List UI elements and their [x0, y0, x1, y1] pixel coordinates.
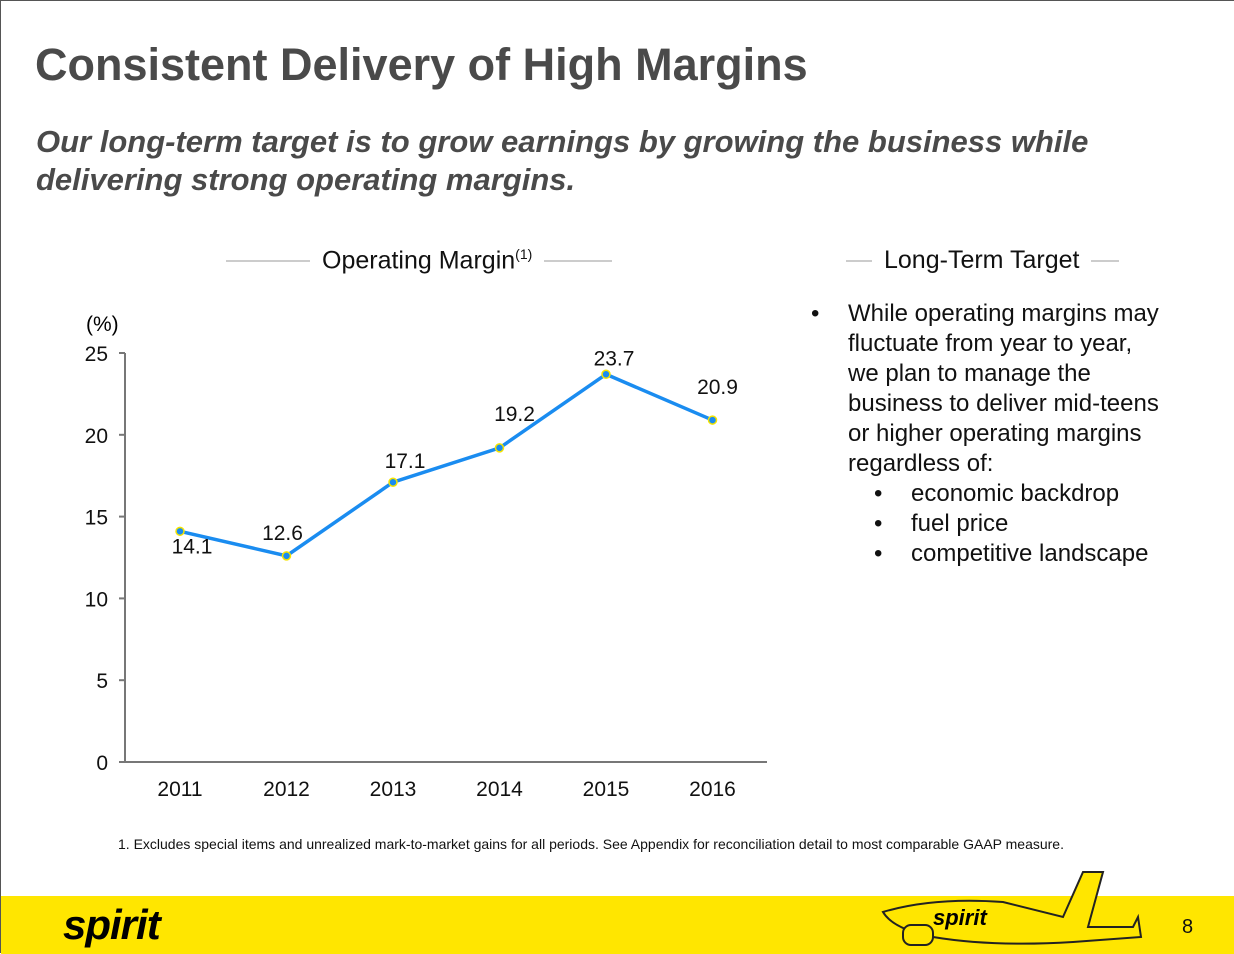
svg-text:spirit: spirit [933, 905, 988, 930]
chart-header: Operating Margin(1) [226, 246, 613, 275]
footnote: 1. Excludes special items and unrealized… [118, 836, 1064, 852]
target-text: While operating margins may fluctuate fr… [848, 300, 1159, 477]
data-label: 19.2 [494, 403, 535, 426]
target-item: economic backdrop [911, 480, 1120, 507]
target-bullets: • While operating margins may fluctuate f… [811, 299, 1168, 569]
y-tick-label: 10 [85, 588, 108, 611]
airplane-icon: spirit [881, 871, 1143, 946]
divider [226, 259, 310, 262]
y-tick-label: 15 [85, 507, 108, 530]
target-header: Long-Term Target [846, 246, 1120, 275]
x-tick-label: 2016 [689, 778, 736, 801]
y-tick-label: 20 [85, 425, 108, 448]
divider [1091, 259, 1120, 262]
x-tick-label: 2015 [583, 778, 630, 801]
data-label: 17.1 [385, 450, 426, 473]
divider [544, 259, 613, 262]
data-point [175, 526, 185, 537]
spirit-logo: spirit [63, 901, 161, 948]
data-label: 12.6 [262, 522, 303, 545]
data-point [707, 415, 718, 425]
footnote-ref: (1) [515, 246, 533, 262]
data-point [281, 551, 292, 561]
data-label: 20.9 [697, 376, 738, 399]
target-item: competitive landscape [911, 540, 1149, 567]
x-tick-label: 2011 [157, 778, 202, 801]
data-point [494, 443, 505, 453]
data-point [388, 477, 398, 487]
data-label: 14.1 [172, 535, 213, 558]
y-tick-label: 5 [96, 670, 108, 693]
target-title: Long-Term Target [884, 246, 1080, 274]
page-subtitle: Our long-term target is to grow earnings… [36, 124, 1089, 197]
x-tick-label: 2012 [263, 778, 310, 801]
page-number: 8 [1182, 916, 1194, 938]
y-axis-label: (%) [86, 313, 119, 336]
series-line [179, 372, 714, 558]
y-tick-label: 25 [85, 343, 108, 366]
target-item: fuel price [911, 510, 1009, 537]
divider [846, 259, 872, 262]
page-title: Consistent Delivery of High Margins [35, 39, 808, 90]
y-tick-label: 0 [96, 752, 108, 775]
operating-margin-chart: (%) 0 5 10 15 20 25 2011 2012 2013 2014 2015 2016 1… [85, 313, 767, 801]
data-point [601, 369, 611, 380]
data-label: 23.7 [594, 347, 635, 370]
x-tick-label: 2014 [476, 778, 523, 801]
chart-title: Operating Margin [322, 246, 516, 275]
x-tick-label: 2013 [370, 778, 417, 801]
